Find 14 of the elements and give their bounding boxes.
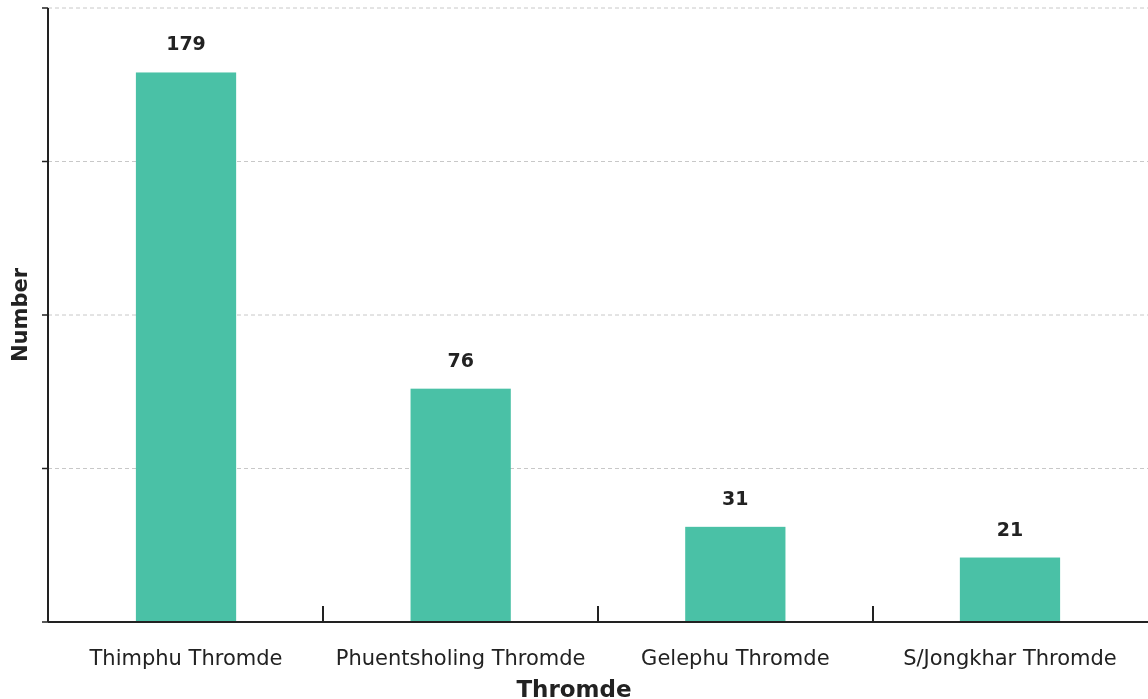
x-axis-title: Thromde: [516, 676, 632, 699]
x-tick-label: S/Jongkhar Thromde: [903, 646, 1117, 670]
data-label: 179: [166, 32, 206, 55]
data-label: 31: [722, 486, 749, 509]
bar: [410, 388, 511, 622]
x-tick-label: Thimphu Thromde: [88, 646, 283, 670]
data-label: 21: [996, 517, 1024, 540]
x-tick-label: Phuentsholing Thromde: [335, 646, 586, 670]
y-axis-title: Number: [8, 267, 32, 363]
x-tick-label: Gelephu Thromde: [641, 646, 830, 670]
bar: [685, 526, 786, 622]
data-label: 76: [447, 348, 474, 371]
bar: [959, 557, 1061, 622]
bar: [135, 72, 237, 622]
